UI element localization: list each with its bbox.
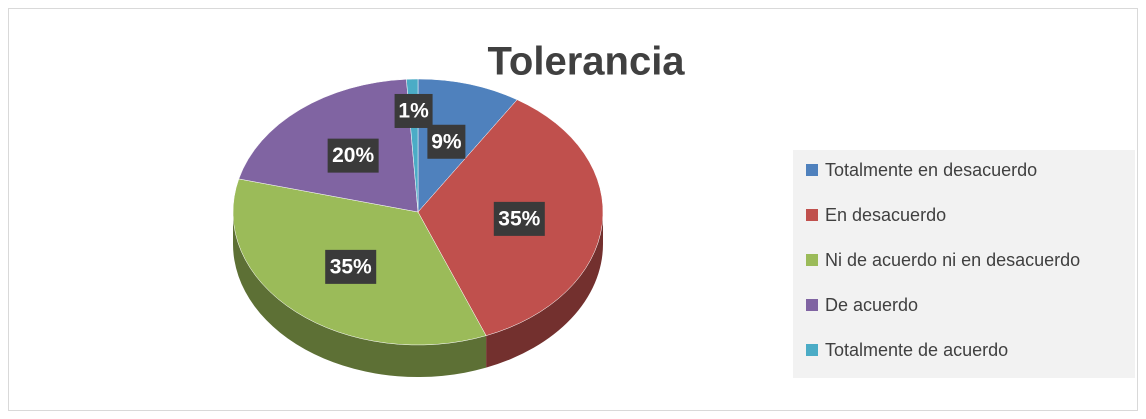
legend-swatch: [806, 299, 818, 311]
data-label: 1%: [398, 100, 429, 123]
data-label-bg: [325, 249, 377, 284]
legend-label: Totalmente en desacuerdo: [825, 160, 1037, 180]
legend-label: Ni de acuerdo ni en desacuerdo: [825, 250, 1080, 270]
legend-swatch: [806, 209, 818, 221]
legend-box: [793, 150, 1135, 378]
legend-label: De acuerdo: [825, 295, 918, 315]
legend-label: En desacuerdo: [825, 205, 946, 225]
slice-side: [486, 212, 603, 368]
legend-swatch: [806, 254, 818, 266]
data-label: 35%: [330, 255, 372, 278]
legend-swatch: [806, 164, 818, 176]
slice: [417, 78, 518, 213]
chart-title: Tolerancia: [487, 40, 685, 84]
data-label-bg: [427, 124, 466, 159]
data-label-bg: [493, 201, 545, 236]
legend-swatch: [806, 344, 818, 356]
data-label: 20%: [332, 144, 374, 167]
data-label-bg: [327, 138, 379, 173]
legend-label: Totalmente de acuerdo: [825, 340, 1008, 360]
slice-side: [233, 212, 487, 378]
data-label: 9%: [431, 130, 462, 153]
data-label: 35%: [498, 207, 540, 230]
data-label-bg: [394, 93, 433, 128]
